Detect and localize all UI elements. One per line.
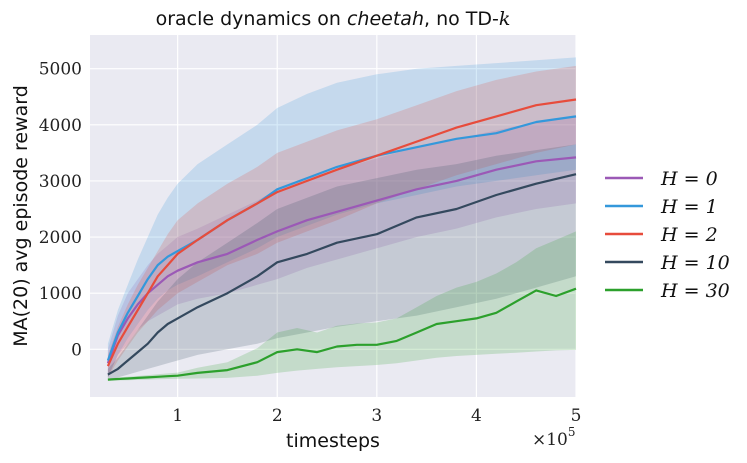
chart-title: oracle dynamics on cheetah, no TD-k [156,8,511,30]
line-series-3 [107,173,577,376]
x-tick-label: 2 [272,406,283,426]
x-tick-label: 1 [172,406,183,426]
line-series-4 [107,287,577,381]
legend-label: H = 2 [660,224,718,246]
legend-label: H = 10 [660,252,730,274]
legend: H = 0 H = 1 H = 2 H = 10 H = 30 [605,168,730,302]
line-series-0 [106,156,577,364]
legend-label: H = 1 [660,196,718,218]
x-multiplier: ×105 [532,425,576,450]
legend-label: H = 30 [660,280,730,302]
grid [90,35,577,397]
x-tick-label: 5 [571,406,582,426]
title-prefix: oracle dynamics on [156,8,347,30]
x-tick-label: 4 [471,406,482,426]
title-suffix: , no TD- [424,8,499,30]
line-series-2 [106,98,577,367]
x-multiplier-exp: 5 [568,425,576,439]
y-tick-label: 5000 [39,60,82,80]
legend-label: H = 0 [660,168,718,190]
band-series-2 [107,65,577,378]
title-k: k [499,8,511,30]
x-axis-label: timesteps [286,430,380,452]
series-lines [106,98,577,381]
plot-background [90,35,576,397]
y-axis-label: MA(20) avg episode reward [10,85,32,347]
y-tick-label: 1000 [39,284,82,304]
band-series-3 [107,144,577,381]
x-tick-label: 3 [371,406,382,426]
y-tick-label: 0 [71,340,82,360]
band-series-4 [107,231,577,381]
y-tick-label: 3000 [39,172,82,192]
band-series-0 [107,116,577,378]
title-emph: cheetah [347,8,424,30]
y-tick-label: 4000 [39,116,82,136]
y-tick-label: 2000 [39,228,82,248]
x-multiplier-base: ×10 [532,430,568,450]
y-tick-labels: 0 1000 2000 3000 4000 5000 [39,60,82,361]
x-tick-labels: 1 2 3 4 5 [172,406,581,426]
